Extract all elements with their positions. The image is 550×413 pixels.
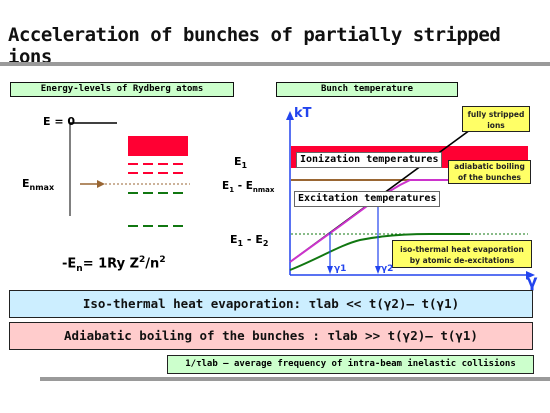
collision-frequency-note: 1/τlab – average frequency of intra-beam…: [167, 355, 534, 374]
energy-level-diagram: [69, 122, 190, 227]
e1-label: E1: [234, 155, 248, 171]
energy-levels-header: Energy-levels of Rydberg atoms: [10, 82, 234, 97]
title-divider: [0, 62, 550, 66]
adiabatic-equation: Adiabatic boiling of the bunches : τlab …: [9, 322, 533, 350]
enmax-label: Enmax: [22, 177, 55, 193]
isothermal-box: iso-thermal heat evaporation by atomic de…: [392, 240, 532, 268]
fully-stripped-box: fully stripped ions: [462, 106, 530, 132]
gamma1-arrow: [327, 266, 333, 274]
continuum-block: [128, 136, 188, 156]
gamma2-label: γ2: [381, 264, 394, 274]
bottom-divider: [40, 377, 550, 381]
adiabatic-box: adiabatic boiling of the bunches: [448, 160, 531, 184]
e1-enmax-label: E1 - Enmax: [222, 180, 275, 195]
ionization-temperatures-label: Ionization temperatures: [296, 152, 443, 168]
e-zero-label: E = 0: [43, 115, 76, 128]
x-axis-arrow: [526, 271, 535, 279]
enmax-arrow-head: [97, 180, 105, 188]
bunch-temperature-header: Bunch temperature: [276, 82, 458, 97]
isothermal-curve: [289, 233, 470, 271]
gamma1-label: γ1: [334, 264, 347, 274]
y-axis-label: kT: [294, 106, 312, 121]
gamma2-arrow: [375, 266, 381, 274]
excitation-temperatures-label: Excitation temperatures: [294, 191, 441, 207]
y-axis-arrow: [286, 111, 294, 120]
rydberg-formula: -En= 1Ry Z2/n2: [62, 255, 166, 274]
e1-e2-label: E1 - E2: [230, 233, 269, 249]
isothermal-equation: Iso-thermal heat evaporation: τlab << t(…: [9, 290, 533, 318]
x-axis-label: γ: [526, 272, 538, 292]
